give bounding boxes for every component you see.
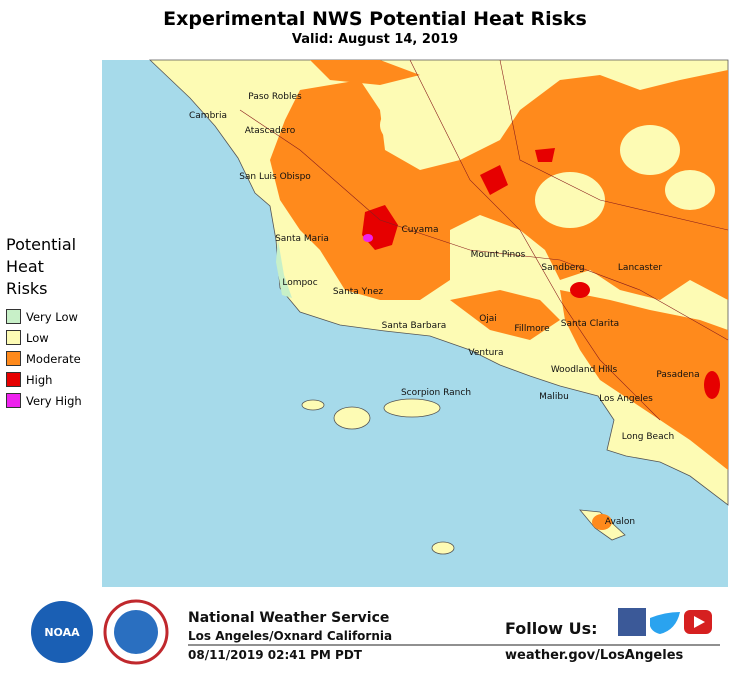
legend-swatch: [6, 351, 21, 366]
place-label: Santa Ynez: [333, 287, 384, 297]
issued: 08/11/2019 02:41 PM PDT: [188, 648, 362, 662]
map-subtitle: Valid: August 14, 2019: [291, 32, 459, 47]
office: Los Angeles/Oxnard California: [188, 629, 393, 643]
place-label: Lancaster: [618, 263, 662, 273]
low-patches: [380, 100, 715, 270]
place-labels: Paso Robles Cambria Atascadero San Luis Obi…: [189, 92, 700, 527]
place-label: Ventura: [468, 348, 503, 358]
place-label: Scorpion Ranch: [401, 388, 471, 398]
legend-item: High: [6, 369, 96, 390]
place-label: Cuyama: [401, 225, 438, 235]
agency: National Weather Service: [188, 610, 390, 626]
roads: [239, 59, 729, 421]
place-label: Santa Maria: [275, 234, 329, 244]
legend-swatch: [6, 393, 21, 408]
place-label: Paso Robles: [248, 92, 302, 102]
twitter-icon[interactable]: [650, 612, 680, 634]
place-label: Fillmore: [514, 324, 550, 334]
noaa-logo: [31, 601, 93, 663]
place-label: Santa Clarita: [561, 319, 619, 329]
place-label: Los Angeles: [599, 394, 653, 404]
legend-item: Low: [6, 327, 96, 348]
place-label: Atascadero: [245, 126, 296, 136]
place-label: Woodland Hills: [551, 365, 618, 375]
noaa-logo-text: NOAA: [44, 626, 80, 639]
place-label: San Luis Obispo: [239, 172, 311, 182]
place-label: Avalon: [605, 517, 635, 527]
follow-us: Follow Us:: [505, 619, 598, 638]
legend-label: Moderate: [26, 351, 81, 366]
place-label: Lompoc: [282, 278, 317, 288]
place-label: Sandberg: [541, 263, 584, 273]
place-label: Ojai: [479, 314, 497, 324]
legend-label: Very High: [26, 393, 82, 408]
nws-logo-inner: [114, 610, 158, 654]
legend-swatch: [6, 309, 21, 324]
legend: Potential Heat Risks Very Low Low Moderate…: [6, 234, 96, 411]
very-low-area: [276, 240, 292, 298]
youtube-play: [694, 616, 705, 628]
map-title: Experimental NWS Potential Heat Risks: [163, 8, 587, 30]
legend-label: High: [26, 372, 53, 387]
legend-items: Very Low Low Moderate High Very High: [6, 306, 96, 411]
legend-item: Moderate: [6, 348, 96, 369]
legend-label: Low: [26, 330, 49, 345]
place-label: Malibu: [539, 392, 569, 402]
place-label: Pasadena: [656, 370, 699, 380]
place-label: Long Beach: [622, 432, 675, 442]
facebook-icon[interactable]: [618, 608, 646, 636]
island-moderate: [592, 514, 612, 530]
legend-item: Very High: [6, 390, 96, 411]
place-label: Santa Barbara: [382, 321, 447, 331]
legend-swatch: [6, 372, 21, 387]
website[interactable]: weather.gov/LosAngeles: [505, 648, 684, 663]
legend-swatch: [6, 330, 21, 345]
legend-item: Very Low: [6, 306, 96, 327]
very-high-area: [363, 234, 373, 242]
place-label: Cambria: [189, 111, 227, 121]
place-label: Mount Pinos: [471, 250, 526, 260]
legend-title: Potential Heat Risks: [6, 235, 77, 298]
legend-label: Very Low: [26, 309, 78, 324]
